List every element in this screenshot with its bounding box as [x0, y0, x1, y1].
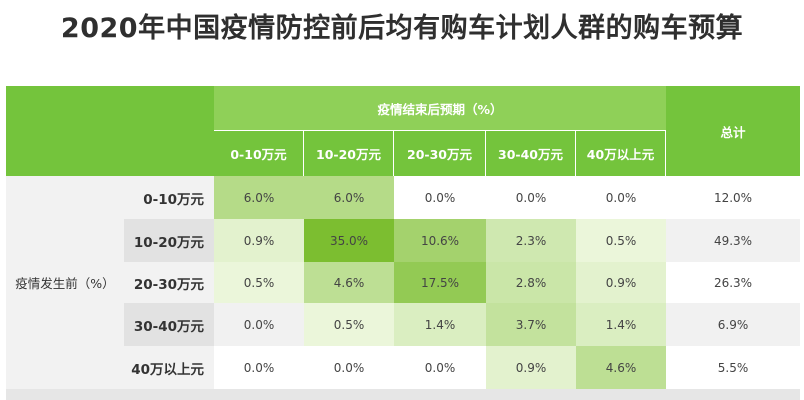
page-title: 2020年中国疫情防控前后均有购车计划人群的购车预算	[60, 13, 744, 44]
heat-cell: 0.5%	[304, 303, 394, 346]
heat-cell: 3.7%	[486, 303, 576, 346]
heat-cell: 2.3%	[486, 219, 576, 262]
row-label: 20-30万元	[124, 262, 214, 303]
table-bottom-band	[6, 389, 800, 400]
heat-cell: 35.0%	[304, 219, 394, 262]
heat-cell: 0.0%	[576, 176, 666, 219]
heat-cell: 17.5%	[394, 262, 486, 303]
row-label: 30-40万元	[124, 303, 214, 346]
heat-cell: 1.4%	[576, 303, 666, 346]
total-cell: 12.0%	[666, 176, 800, 219]
heat-cell: 0.5%	[576, 219, 666, 262]
total-cell: 49.3%	[666, 219, 800, 262]
col-header: 0-10万元	[214, 131, 304, 176]
heat-cell: 0.0%	[214, 346, 304, 389]
row-group-label: 疫情发生前（%）	[6, 176, 124, 389]
heat-cell: 0.0%	[304, 346, 394, 389]
total-cell: 6.9%	[666, 303, 800, 346]
col-header: 20-30万元	[394, 131, 486, 176]
header-corner	[6, 86, 214, 176]
heat-cell: 0.0%	[486, 176, 576, 219]
col-header: 10-20万元	[304, 131, 394, 176]
total-header: 总计	[666, 86, 800, 176]
heat-cell: 4.6%	[304, 262, 394, 303]
heat-cell: 2.8%	[486, 262, 576, 303]
row-label: 10-20万元	[124, 219, 214, 262]
heat-cell: 6.0%	[304, 176, 394, 219]
heat-cell: 0.9%	[486, 346, 576, 389]
total-cell: 26.3%	[666, 262, 800, 303]
heat-cell: 6.0%	[214, 176, 304, 219]
heat-cell: 10.6%	[394, 219, 486, 262]
total-cell: 5.5%	[666, 346, 800, 389]
heat-cell: 0.9%	[576, 262, 666, 303]
heat-cell: 4.6%	[576, 346, 666, 389]
col-group-header: 疫情结束后预期（%）	[214, 86, 666, 131]
row-label: 0-10万元	[124, 176, 214, 219]
row-label: 40万以上元	[124, 346, 214, 389]
col-header: 40万以上元	[576, 131, 666, 176]
heat-cell: 0.9%	[214, 219, 304, 262]
heat-cell: 1.4%	[394, 303, 486, 346]
heat-cell: 0.5%	[214, 262, 304, 303]
col-header: 30-40万元	[486, 131, 576, 176]
heat-cell: 0.0%	[394, 346, 486, 389]
heat-cell: 0.0%	[214, 303, 304, 346]
heat-cell: 0.0%	[394, 176, 486, 219]
